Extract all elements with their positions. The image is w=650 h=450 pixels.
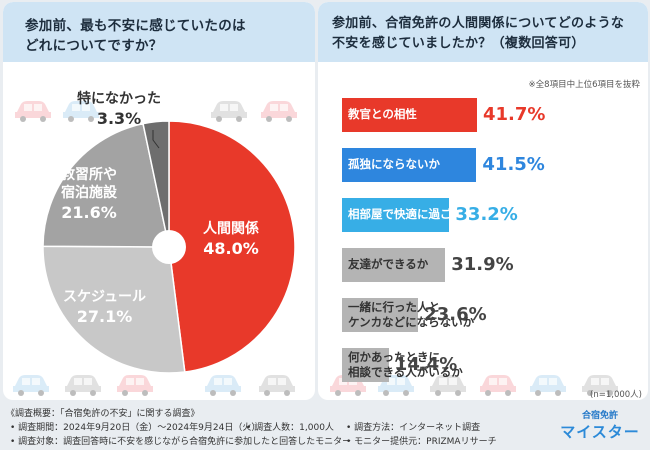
background-car-icon xyxy=(428,372,468,400)
bar-fill xyxy=(342,98,477,132)
bar-value: 41.5% xyxy=(482,154,545,175)
pie-slice-name: 人間関係 xyxy=(203,221,259,237)
bar-label-line-2: ケンカなどにならないか xyxy=(348,315,475,329)
bar-fill xyxy=(342,198,450,232)
pie-chart xyxy=(42,120,296,374)
pie-slice-percent: 48.0% xyxy=(203,239,259,258)
background-car-icon xyxy=(528,372,568,400)
logo-subtitle: 合宿免許 xyxy=(581,411,618,421)
pie-slice-schedule xyxy=(42,245,186,374)
bar-fill xyxy=(342,148,477,182)
background-car-icon xyxy=(11,372,51,400)
bar-value: 33.2% xyxy=(455,204,518,225)
background-car-icon xyxy=(115,372,155,400)
bar-question-line-1: 参加前、合宿免許の人間関係についてどのような xyxy=(332,16,625,31)
bar-fill xyxy=(342,248,446,282)
background-car-icon xyxy=(259,98,299,126)
brand-logo: 合宿免許 マイスター xyxy=(560,406,640,446)
survey-overview-title: 《調査概要：「合宿免許の不安」に関する調査》 xyxy=(6,409,200,419)
pie-slice-percent: 3.3% xyxy=(96,109,142,128)
background-car-icon xyxy=(209,98,249,126)
bar-label-line-2: 相談できる人がいるか xyxy=(348,365,463,379)
bar-value: 14.4% xyxy=(394,354,458,375)
sample-size: (n=1,000人) xyxy=(590,390,642,400)
pie-question-line-1: 参加前、最も不安に感じていたのは xyxy=(25,18,246,34)
pie-slice-name: 特になかった xyxy=(77,91,161,107)
survey-period: • 調査期間：2024年9月20日（金）～2024年9月24日（火） xyxy=(10,423,261,433)
pie-slice-percent: 27.1% xyxy=(76,307,133,326)
bar-label: 孤独にならないか xyxy=(348,157,440,171)
survey-method: • 調査方法：インターネット調査 xyxy=(346,423,481,433)
background-car-icon xyxy=(63,372,103,400)
background-car-icon xyxy=(478,372,518,400)
logo-title: マイスター xyxy=(560,423,640,441)
pie-slice-nothing xyxy=(142,120,170,248)
bar-fill xyxy=(342,298,419,332)
pie-leader-line xyxy=(152,130,160,149)
pie-slice-name-line-1: 教習所や xyxy=(61,167,117,183)
bar-value: 41.7% xyxy=(483,104,546,125)
pie-slice-name: スケジュール xyxy=(63,289,147,305)
pie-label-ningen-kankei: 人間関係 48.0% xyxy=(203,220,259,260)
background-car-icon xyxy=(61,98,101,126)
bar-question-header: 参加前、合宿免許の人間関係についてどのような 不安を感じていましたか？（複数回答… xyxy=(318,2,648,62)
bar-label: 友達ができるか xyxy=(348,257,429,271)
bar-label-line-1: 一緒に行った人と xyxy=(348,300,440,314)
background-car-icon xyxy=(203,372,243,400)
bar-value: 23.6% xyxy=(424,304,487,325)
survey-provider: • モニター提供元：PRIZMAリサーチ xyxy=(346,437,497,447)
bar-label-line-1: 何かあったときに xyxy=(348,350,440,364)
pie-center-hole xyxy=(152,230,186,264)
background-car-icon xyxy=(13,98,53,126)
bar-question-line-2: 不安を感じていましたか？（複数回答可） xyxy=(332,36,585,51)
bar-label: 相部屋で快適に過ごせるか xyxy=(348,207,486,221)
bar-chart-panel: 参加前、合宿免許の人間関係についてどのような 不安を感じていましたか？（複数回答… xyxy=(318,2,648,400)
pie-question-header: 参加前、最も不安に感じていたのは どれについてですか？ xyxy=(3,2,315,62)
background-car-icon xyxy=(580,372,620,400)
pie-question-line-2: どれについてですか？ xyxy=(25,38,163,54)
pie-slice-ningen-kankei xyxy=(168,120,296,373)
pie-chart-panel: 参加前、最も不安に感じていたのは どれについてですか？ 人間関係 48.0% ス… xyxy=(3,2,315,400)
pie-label-kyoshujo: 教習所や 宿泊施設 21.6% xyxy=(61,166,117,224)
pie-slice-kyoshujo xyxy=(42,122,170,248)
pie-label-schedule: スケジュール 27.1% xyxy=(63,288,146,328)
pie-label-nothing: 特になかった 3.3% xyxy=(77,90,161,130)
bar-value: 31.9% xyxy=(451,254,514,275)
survey-respondents: • 調査人数：1,000人 xyxy=(246,423,334,433)
background-car-icon xyxy=(257,372,297,400)
bar-label: 教官との相性 xyxy=(348,107,417,121)
pie-slice-name-line-2: 宿泊施設 xyxy=(61,185,117,201)
pie-slice-percent: 21.6% xyxy=(61,203,117,222)
bar-fill xyxy=(342,348,389,382)
excerpt-note: ※全8項目中上位6項目を抜粋 xyxy=(528,80,640,90)
survey-target: • 調査対象：調査回答時に不安を感じながら合宿免許に参加したと回答したモニター xyxy=(10,437,352,447)
